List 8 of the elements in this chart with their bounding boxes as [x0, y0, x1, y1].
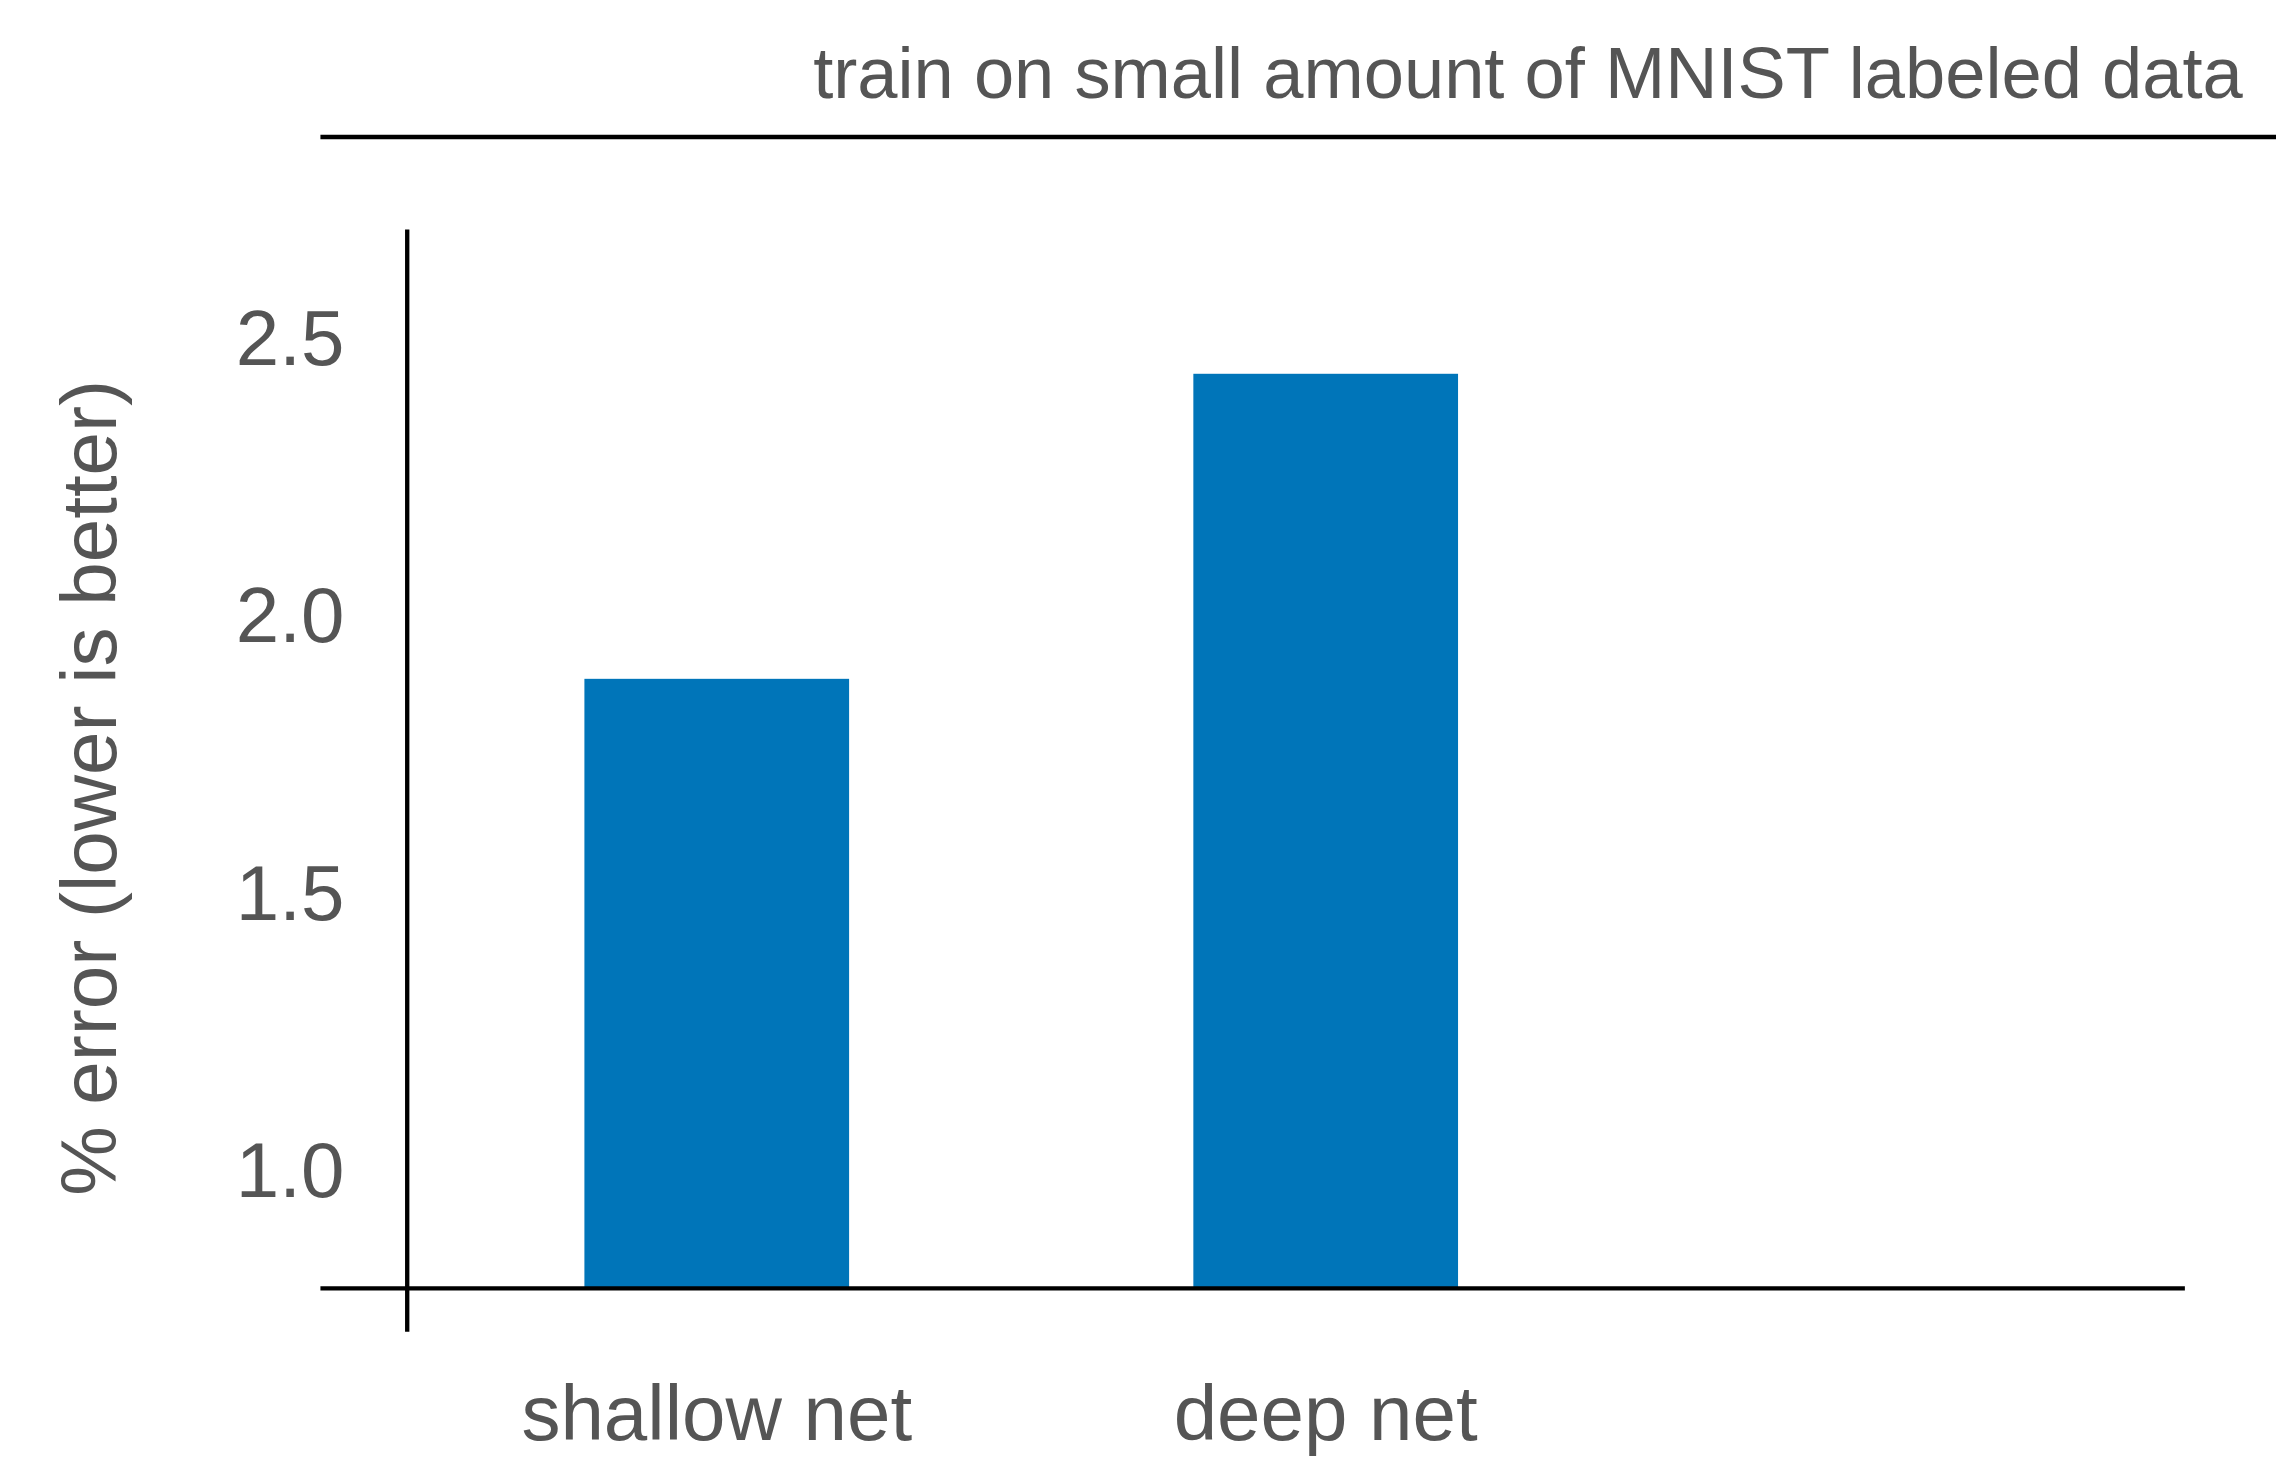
- y-tick-label: 2.0: [235, 571, 345, 660]
- x-tick-label: deep net: [1173, 1369, 1478, 1458]
- x-tick-label: shallow net: [521, 1369, 913, 1458]
- y-tick-label: 1.0: [235, 1126, 345, 1215]
- y-tick-label: 2.5: [235, 294, 345, 383]
- y-tick-label: 1.5: [235, 848, 345, 937]
- chart-title: train on small amount of MNIST labeled data: [813, 32, 2244, 113]
- y-axis-title: % error (lower is better): [45, 379, 134, 1196]
